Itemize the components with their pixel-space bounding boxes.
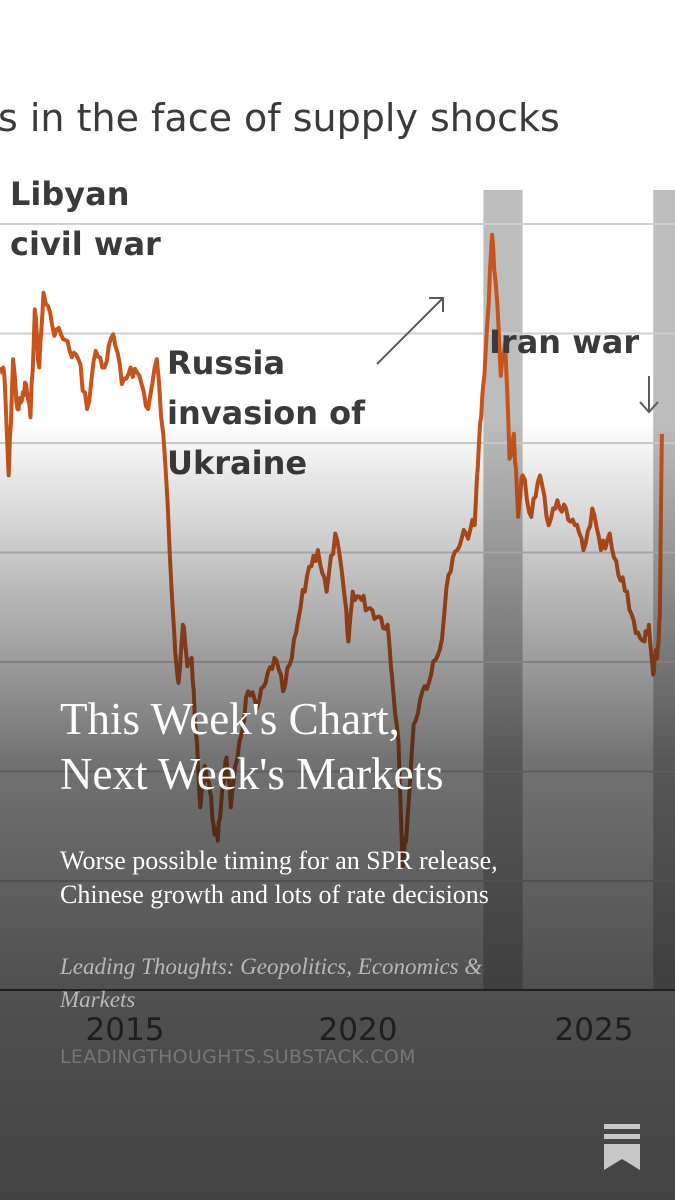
chart-title: s in the face of supply shocks [0, 96, 560, 140]
bookmark-icon [604, 1124, 640, 1170]
annotation-russia-ukraine-line-3: Ukraine [167, 444, 307, 482]
annotation-russia-ukraine-line-2: invasion of [167, 394, 366, 432]
shaded-period-band [653, 190, 675, 990]
x-tick-label: 2025 [555, 1012, 634, 1048]
annotation-libyan-civil-war-line-2: civil war [10, 225, 161, 263]
publication-name-line: Markets [60, 987, 136, 1012]
publication-name[interactable]: Leading Thoughts: Geopolitics, Economics… [60, 950, 620, 1016]
post-subtitle-line: Worse possible timing for an SPR release… [60, 846, 498, 875]
post-title[interactable]: This Week's Chart, Next Week's Markets [60, 692, 640, 802]
annotation-libyan-civil-war-line-1: Libyan [10, 175, 130, 213]
bookmark-button[interactable] [600, 1122, 644, 1172]
annotation-iran-war: Iran war [489, 323, 639, 361]
arrow-icon [376, 297, 444, 365]
post-title-line: This Week's Chart, [60, 694, 400, 744]
x-tick-label: 2015 [86, 1012, 165, 1048]
x-tick-label: 2020 [319, 1012, 398, 1048]
post-title-line: Next Week's Markets [60, 749, 444, 799]
publication-name-line: Leading Thoughts: Geopolitics, Economics… [60, 954, 483, 979]
post-subtitle-line: Chinese growth and lots of rate decision… [60, 880, 489, 909]
post-subtitle: Worse possible timing for an SPR release… [60, 844, 640, 912]
publication-url[interactable]: LEADINGTHOUGHTS.SUBSTACK.COM [60, 1046, 416, 1068]
annotation-russia-ukraine-line-1: Russia [167, 344, 285, 382]
